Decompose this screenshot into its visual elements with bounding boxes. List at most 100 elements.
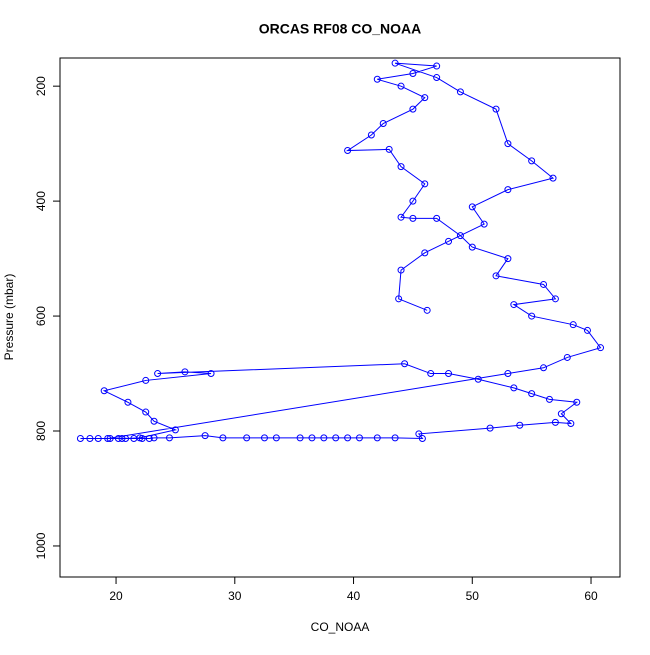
- data-point: [423, 306, 431, 314]
- y-tick-label: 1000: [34, 532, 48, 559]
- data-point: [308, 434, 316, 442]
- data-point: [569, 321, 577, 329]
- data-point: [567, 420, 575, 428]
- data-point: [395, 295, 403, 303]
- data-point: [154, 370, 162, 378]
- data-point: [456, 232, 464, 240]
- data-point: [492, 105, 500, 113]
- data-point: [118, 434, 126, 442]
- x-axis-label: CO_NOAA: [311, 620, 370, 634]
- data-point: [344, 434, 352, 442]
- data-point: [409, 197, 417, 205]
- data-point: [124, 398, 132, 406]
- data-point: [504, 255, 512, 263]
- data-point: [136, 434, 144, 442]
- data-point: [528, 390, 536, 398]
- data-point: [540, 280, 548, 288]
- data-point: [94, 434, 102, 442]
- data-point: [296, 434, 304, 442]
- y-axis-label: Pressure (mbar): [2, 274, 16, 361]
- data-point: [528, 157, 536, 165]
- x-tick-label: 50: [466, 589, 480, 603]
- data-point: [474, 375, 482, 383]
- data-point: [421, 249, 429, 257]
- data-point: [421, 94, 429, 102]
- data-point: [150, 417, 158, 425]
- data-point: [344, 147, 352, 155]
- data-point: [504, 186, 512, 194]
- data-point: [583, 326, 591, 334]
- data-point: [597, 344, 605, 352]
- data-point: [86, 434, 94, 442]
- data-point: [563, 353, 571, 361]
- data-point: [142, 408, 150, 416]
- data-line: [80, 62, 602, 440]
- chart-title: ORCAS RF08 CO_NOAA: [259, 21, 422, 37]
- y-tick-label: 200: [34, 76, 48, 96]
- data-point: [433, 62, 441, 70]
- data-point: [492, 272, 500, 280]
- data-point: [122, 434, 130, 442]
- data-point: [510, 384, 518, 392]
- data-point: [468, 203, 476, 211]
- data-point: [418, 434, 426, 442]
- data-point: [391, 434, 399, 442]
- data-point: [100, 387, 108, 395]
- data-point: [540, 364, 548, 372]
- data-point: [181, 368, 189, 376]
- x-tick-label: 40: [347, 589, 361, 603]
- data-point: [391, 59, 399, 67]
- data-point: [409, 105, 417, 113]
- data-point: [150, 434, 158, 442]
- data-point: [445, 237, 453, 245]
- data-point: [320, 434, 328, 442]
- x-tick-label: 30: [228, 589, 242, 603]
- data-point: [551, 418, 559, 426]
- data-point: [445, 370, 453, 378]
- data-point: [468, 243, 476, 251]
- data-point: [433, 214, 441, 222]
- data-point: [557, 410, 565, 418]
- data-point: [373, 434, 381, 442]
- data-point: [427, 370, 435, 378]
- y-tick-label: 400: [34, 191, 48, 211]
- data-point: [104, 434, 112, 442]
- data-point: [516, 421, 524, 429]
- data-point: [486, 424, 494, 432]
- data-point: [165, 434, 173, 442]
- data-point: [272, 434, 280, 442]
- data-point: [456, 88, 464, 96]
- data-point: [480, 220, 488, 228]
- data-point: [171, 426, 179, 434]
- data-point: [409, 70, 417, 78]
- data-point: [573, 398, 581, 406]
- data-point: [379, 120, 387, 128]
- data-point: [397, 213, 405, 221]
- data-point: [528, 312, 536, 320]
- data-point: [397, 163, 405, 171]
- data-point: [260, 434, 268, 442]
- data-point: [421, 180, 429, 188]
- data-point: [551, 295, 559, 303]
- data-point: [385, 145, 393, 153]
- data-point: [355, 434, 363, 442]
- plot-frame: [59, 57, 621, 578]
- data-point: [409, 214, 417, 222]
- data-point: [373, 75, 381, 83]
- y-tick-label: 800: [34, 421, 48, 441]
- data-point: [114, 434, 122, 442]
- x-tick-label: 60: [584, 589, 598, 603]
- data-point: [397, 266, 405, 274]
- data-point: [397, 82, 405, 90]
- data-point: [545, 395, 553, 403]
- data-point: [332, 434, 340, 442]
- data-point: [207, 370, 215, 378]
- data-point: [367, 131, 375, 139]
- x-tick-label: 20: [109, 589, 123, 603]
- data-point: [549, 174, 557, 182]
- data-point: [504, 140, 512, 148]
- data-point: [415, 430, 423, 438]
- data-point: [219, 434, 227, 442]
